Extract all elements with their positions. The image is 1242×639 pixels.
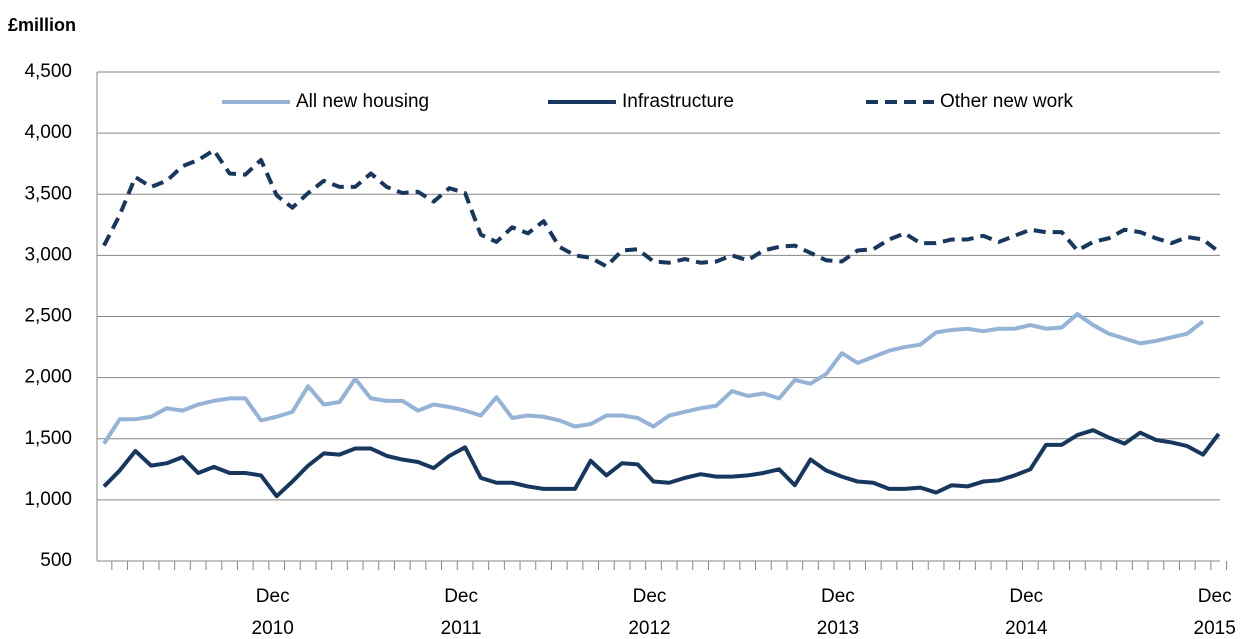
legend-label: Infrastructure	[622, 91, 734, 112]
y-tick-label: 4,000	[24, 122, 72, 143]
x-tick-label: Dec 2014	[1005, 586, 1048, 639]
y-tick-label: 2,500	[24, 306, 72, 327]
data-line	[102, 428, 1221, 499]
legend-label: All new housing	[296, 91, 429, 112]
y-tick-label: 3,500	[24, 183, 72, 204]
y-tick-label: 3,000	[24, 244, 72, 265]
data-line	[102, 148, 1220, 269]
y-axis-label: £million	[8, 15, 76, 35]
y-tick-label: 2,000	[24, 367, 72, 388]
x-tick-label: Dec 2015	[1194, 586, 1236, 639]
x-tick-label: Dec 2010	[252, 586, 294, 639]
y-tick-label: 4,500	[24, 61, 72, 82]
x-tick-label: Dec 2013	[817, 586, 859, 639]
y-tick-label: 1,500	[24, 428, 72, 449]
legend-label: Other new work	[940, 91, 1074, 112]
y-tick-label: 1,000	[24, 489, 72, 510]
x-tick-label: Dec 2011	[441, 586, 482, 639]
data-line	[102, 312, 1205, 445]
y-tick-label: 500	[40, 550, 72, 571]
x-tick-label: Dec 2012	[628, 586, 670, 639]
